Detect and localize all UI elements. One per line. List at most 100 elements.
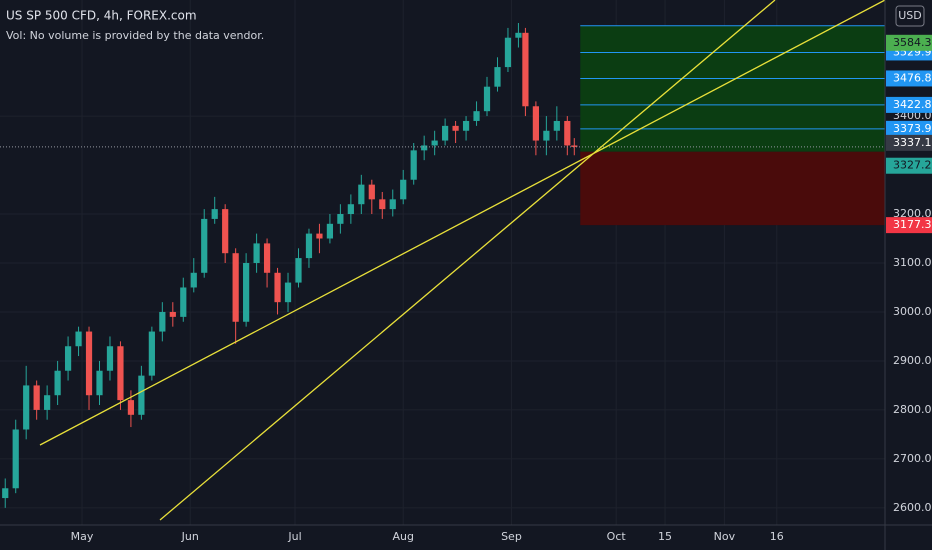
candle-body xyxy=(106,346,114,371)
candle-body xyxy=(564,120,571,146)
y-tick-label: 2800.0 xyxy=(893,403,932,416)
candle-body xyxy=(75,331,82,347)
candle-body xyxy=(2,488,9,499)
candle-body xyxy=(543,130,550,141)
price-label: 3476.8 xyxy=(893,71,932,84)
candle-body xyxy=(553,120,560,131)
candle-body xyxy=(347,204,354,215)
candle-body xyxy=(253,243,260,263)
candle-body xyxy=(532,106,539,141)
y-tick-label: 3000.0 xyxy=(893,305,932,318)
subtitle: Vol: No volume is provided by the data v… xyxy=(6,29,264,42)
candle-body xyxy=(263,243,271,273)
grid xyxy=(0,0,885,525)
y-tick-label: 3200.0 xyxy=(893,207,932,220)
candle-body xyxy=(431,140,438,146)
candle-body xyxy=(515,32,522,38)
x-tick-label: Jul xyxy=(287,530,301,543)
candles xyxy=(2,23,578,508)
candle-body xyxy=(305,233,313,259)
price-label-bg xyxy=(886,157,932,174)
trend-line[interactable] xyxy=(159,0,776,521)
loss-zone xyxy=(580,151,885,226)
price-label: 3422.8 xyxy=(893,98,932,111)
candle-body xyxy=(12,429,19,489)
x-tick-label: Oct xyxy=(607,530,627,543)
price-label: 3177.3 xyxy=(893,218,932,231)
price-label-bg xyxy=(886,96,932,113)
candle-body xyxy=(379,199,386,210)
levels xyxy=(0,25,885,148)
candle-body xyxy=(400,179,407,200)
candle-body xyxy=(284,282,292,303)
candle-body xyxy=(138,375,145,415)
candle-body xyxy=(64,346,72,371)
x-tick-label: Nov xyxy=(714,530,736,543)
candle-body xyxy=(85,331,93,396)
candle-body xyxy=(44,395,51,410)
candle-body xyxy=(337,214,344,224)
y-tick-label: 2700.0 xyxy=(893,452,932,465)
candle-body xyxy=(522,32,529,107)
y-tick-label: 3100.0 xyxy=(893,256,932,269)
candle-body xyxy=(473,111,480,121)
candle-body xyxy=(222,209,229,254)
candle-body xyxy=(243,262,250,322)
trend-line[interactable] xyxy=(39,0,886,446)
candle-body xyxy=(483,86,491,112)
candle-body xyxy=(190,272,197,288)
candle-body xyxy=(201,218,208,273)
candle-body xyxy=(462,120,470,131)
candle-body xyxy=(504,37,512,68)
candle-body xyxy=(54,370,61,396)
currency: USD xyxy=(898,9,922,22)
x-tick-label: Jun xyxy=(181,530,199,543)
candle-body xyxy=(274,272,281,303)
x-tick-label: 15 xyxy=(658,530,672,543)
price-label-bg xyxy=(886,134,932,151)
candle-body xyxy=(442,125,449,141)
axes: 2600.0 2700.0 2800.0 2900.0 3000.0 3100.0 3200… xyxy=(71,34,932,543)
x-tick-label: May xyxy=(71,530,94,543)
candle-body xyxy=(295,258,302,283)
profit-zone xyxy=(580,25,885,152)
price-label-bg xyxy=(886,217,932,234)
candle-body xyxy=(494,67,501,87)
candle-body xyxy=(211,209,218,219)
y-tick-label: 2900.0 xyxy=(893,354,932,367)
candle-body xyxy=(571,145,578,147)
candle-body xyxy=(358,184,365,205)
currency-button[interactable] xyxy=(895,5,925,27)
candle-body xyxy=(117,346,124,401)
price-label-bg xyxy=(886,70,932,87)
candle-body xyxy=(316,233,323,239)
x-tick-label: 16 xyxy=(770,530,784,543)
candle-body xyxy=(23,385,30,430)
candle-body xyxy=(33,385,40,410)
price-label-bg xyxy=(886,120,932,137)
candle-body xyxy=(96,370,103,396)
price-label: 3327.2 xyxy=(893,159,932,172)
x-tick-label: Aug xyxy=(392,530,413,543)
candle-body xyxy=(127,400,135,415)
price-label: 3337.1 xyxy=(893,136,932,149)
candle-body xyxy=(410,150,417,180)
price-label: 3584.3 xyxy=(893,36,932,49)
candle-body xyxy=(326,223,334,239)
candle-body xyxy=(368,184,375,200)
candle-body xyxy=(148,331,155,376)
x-tick-label: Sep xyxy=(501,530,522,543)
price-label-bg xyxy=(886,34,932,51)
candle-body xyxy=(180,287,187,317)
price-label: 3373.9 xyxy=(893,122,932,135)
candle-body xyxy=(421,145,428,151)
chart-title: US SP 500 CFD, 4h, FOREX.com xyxy=(6,9,197,23)
y-tick-label: 2600.0 xyxy=(893,501,932,514)
candle-body xyxy=(159,311,166,332)
candle-body xyxy=(389,199,396,210)
candle-body xyxy=(169,311,176,317)
position-area xyxy=(580,25,885,226)
candle-body xyxy=(452,125,459,131)
